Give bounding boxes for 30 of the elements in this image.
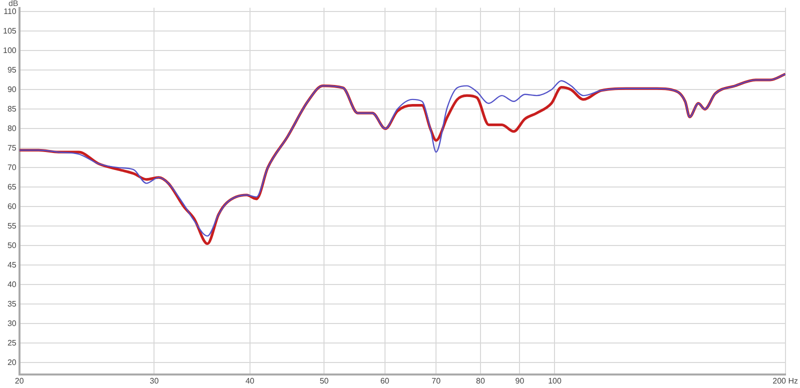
x-tick-label: 90 [515, 376, 525, 386]
y-tick-label: 90 [7, 84, 17, 94]
y-tick-label: 25 [7, 338, 17, 348]
y-tick-label: 50 [7, 240, 17, 250]
x-tick-label: 80 [476, 376, 486, 386]
x-tick-label: 50 [320, 376, 330, 386]
y-tick-label: 60 [7, 202, 17, 211]
y-tick-label: 30 [7, 318, 17, 328]
x-tick-label: 60 [380, 376, 390, 386]
x-tick-label: 40 [245, 376, 255, 386]
y-tick-label: 105 [2, 26, 17, 36]
y-tick-label: 95 [7, 65, 17, 74]
y-tick-label: 75 [7, 143, 17, 152]
x-tick-label: 30 [150, 376, 160, 386]
y-tick-label: 85 [7, 104, 17, 114]
x-tick-label: 70 [432, 376, 442, 386]
x-tick-label: 100 [548, 376, 562, 386]
y-axis-title: dB [8, 0, 18, 8]
y-tick-label: 35 [7, 299, 17, 308]
y-tick-label: 70 [7, 162, 17, 172]
y-tick-label: 45 [7, 260, 17, 270]
x-tick-label: 200 Hz [772, 376, 798, 386]
y-tick-label: 40 [7, 280, 17, 289]
y-tick-label: 110 [4, 6, 17, 16]
y-tick-label: 80 [7, 124, 17, 133]
x-tick-label: 20 [14, 376, 24, 386]
y-tick-label: 20 [7, 358, 17, 367]
y-tick-label: 65 [7, 182, 17, 192]
y-tick-label: 100 [2, 46, 17, 55]
y-tick-label: 55 [7, 221, 17, 230]
